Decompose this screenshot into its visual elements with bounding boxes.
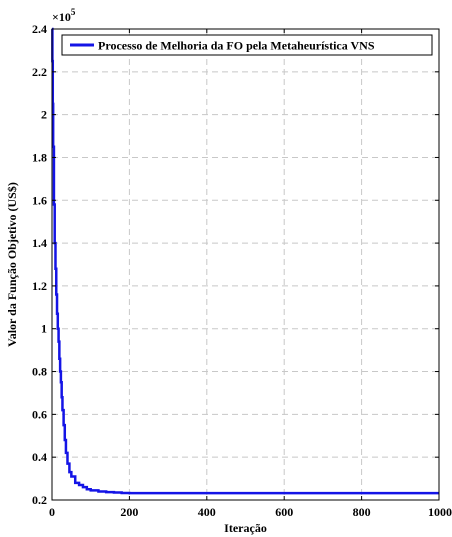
y-tick-label: 2 [41,108,47,122]
y-axis-label: Valor da Função Objetivo (US$) [5,182,19,347]
y-tick-label: 1 [41,322,47,336]
y-axis-multiplier: ×105 [52,7,76,24]
x-tick-label: 200 [120,505,138,519]
y-tick-label: 0.4 [32,450,47,464]
x-tick-label: 1000 [428,505,452,519]
series-line-group [51,27,439,495]
x-tick-label: 800 [353,505,371,519]
y-tick-labels: 0.2 0.4 0.6 0.8 1 1.2 1.4 1.6 1.8 2 2.2 2.4 [32,22,47,507]
y-tick-label: 2.2 [32,65,47,79]
series-line [51,27,439,495]
legend: Processo de Melhoria da FO pela Metaheur… [61,34,433,56]
y-tick-label: 0.6 [32,407,47,421]
y-tick-label: 1.4 [32,236,47,250]
x-tick-labels: 0 200 400 600 800 1000 [49,505,452,519]
x-tick-label: 0 [49,505,55,519]
y-tick-label: 2.4 [32,22,47,36]
x-tick-label: 400 [198,505,216,519]
gridlines [52,29,439,500]
legend-label: Processo de Melhoria da FO pela Metaheur… [98,39,375,53]
y-multiplier-exponent: 5 [71,7,76,17]
tick-marks [51,28,440,501]
x-tick-label: 600 [275,505,293,519]
plot-frame [51,28,440,501]
y-multiplier-base: ×10 [52,10,71,24]
x-axis-label: Iteração [224,521,267,535]
y-tick-label: 1.8 [32,150,47,164]
y-tick-label: 0.2 [32,493,47,507]
legend-box [61,34,433,56]
y-tick-label: 0.8 [32,365,47,379]
y-tick-label: 1.6 [32,193,47,207]
y-tick-label: 1.2 [32,279,47,293]
